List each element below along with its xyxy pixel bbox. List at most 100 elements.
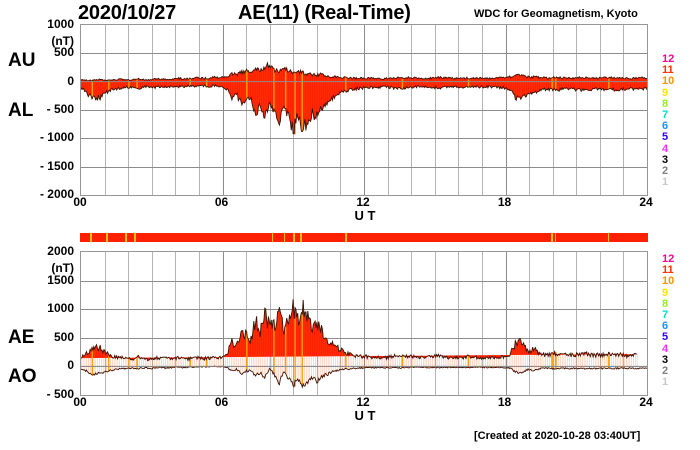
trace-sample-stripe: [362, 358, 364, 369]
trace-sample-stripe: [243, 70, 245, 102]
trace-sample-stripe: [251, 72, 252, 98]
coverage-bar-gap: [300, 233, 302, 242]
trace-sample-stripe: [549, 77, 550, 91]
trace-sample-stripe: [474, 357, 475, 367]
trace-sample-stripe: [521, 344, 523, 374]
trace-sample-stripe: [353, 77, 354, 90]
trace-sample-stripe: [170, 359, 172, 368]
trace-sample-stripe: [461, 78, 462, 87]
trace-sample-stripe: [446, 77, 448, 88]
trace-sample-stripe: [282, 317, 283, 377]
trace-sample-stripe: [322, 329, 323, 378]
y-tick-label: 0: [67, 358, 74, 373]
x-tick-label: 24: [639, 195, 653, 209]
trace-sample-stripe: [251, 335, 252, 372]
trace-sample-stripe: [404, 356, 406, 368]
gridline-vertical: [435, 252, 436, 395]
trace-sample-stripe: [351, 354, 353, 369]
trace-sample-stripe: [141, 357, 142, 368]
data-coverage-bar: [80, 233, 648, 242]
gridline-vertical: [317, 252, 318, 395]
trace-sample-stripe: [627, 78, 629, 90]
trace-sample-stripe: [81, 358, 82, 369]
trace-sample-stripe: [82, 79, 84, 90]
trace-sample-stripe: [408, 356, 409, 368]
trace-sample-stripe: [547, 78, 548, 90]
trace-sample-stripe: [611, 76, 612, 89]
trace-sample-stripe: [139, 357, 140, 369]
trace-sample-stripe: [421, 78, 422, 87]
trace-sample-stripe: [626, 354, 627, 369]
trace-sample-stripe: [626, 77, 627, 90]
trace-sample-stripe: [598, 355, 599, 369]
trace-sample-stripe: [349, 352, 351, 370]
trace-sample-stripe: [459, 78, 461, 88]
trace-sample-stripe: [406, 354, 407, 367]
trace-sample-stripe: [629, 79, 631, 89]
trace-sample-stripe: [112, 80, 113, 89]
trace-sample-stripe: [342, 349, 343, 369]
trace-sample-stripe: [344, 352, 345, 370]
trace-sample-stripe: [143, 79, 144, 88]
trace-sample-stripe: [373, 356, 375, 368]
trace-sample-stripe: [113, 358, 115, 371]
legend-item-6: 6: [662, 320, 669, 333]
trace-sample-stripe: [390, 77, 391, 89]
trace-sample-stripe: [395, 78, 396, 88]
trace-sample-stripe: [331, 344, 332, 373]
trace-sample-stripe: [305, 311, 307, 384]
trace-sample-stripe: [300, 70, 301, 125]
trace-sample-stripe: [615, 78, 616, 91]
trace-sample-stripe: [538, 76, 539, 92]
trace-sample-stripe: [488, 358, 490, 368]
trace-sample-stripe: [134, 359, 135, 369]
trace-sample-stripe: [115, 80, 117, 89]
bottom-panel-legend: 12 11 10 9 8 7 6 5 4 3 2 1: [662, 253, 684, 388]
trace-sample-stripe: [455, 358, 457, 368]
trace-sample-stripe: [516, 74, 517, 101]
coverage-bar-gap: [271, 233, 274, 242]
trace-sample-stripe: [415, 356, 417, 367]
trace-sample-stripe: [492, 356, 493, 368]
trace-sample-stripe: [589, 78, 590, 91]
trace-reduced-station-marker: [551, 78, 553, 89]
trace-sample-stripe: [567, 354, 568, 369]
trace-sample-stripe: [99, 348, 100, 373]
trace-sample-stripe: [338, 351, 340, 371]
trace-sample-stripe: [121, 358, 122, 369]
trace-sample-stripe: [620, 352, 621, 368]
trace-sample-stripe: [454, 358, 455, 368]
trace-sample-stripe: [540, 353, 541, 370]
trace-sample-stripe: [220, 356, 221, 367]
trace-sample-stripe: [463, 78, 464, 89]
trace-sample-stripe: [375, 78, 376, 88]
trace-sample-stripe: [231, 73, 232, 97]
trace-sample-stripe: [646, 78, 647, 88]
trace-sample-stripe: [209, 78, 210, 88]
trace-sample-stripe: [172, 359, 173, 368]
trace-sample-stripe: [479, 77, 481, 89]
trace-sample-stripe: [554, 77, 556, 89]
trace-sample-stripe: [260, 71, 261, 106]
trace-sample-stripe: [514, 349, 515, 371]
bottom-panel-y-unit: (nT): [51, 261, 74, 275]
trace-sample-stripe: [214, 357, 215, 366]
trace-sample-stripe: [271, 319, 272, 371]
trace-sample-stripe: [616, 77, 618, 91]
trace-sample-stripe: [252, 71, 254, 108]
trace-sample-stripe: [126, 358, 128, 369]
trace-sample-stripe: [124, 80, 126, 88]
trace-reduced-station-marker: [128, 79, 130, 89]
y-tick-label: 1000: [47, 301, 74, 316]
coverage-bar-gap: [607, 233, 610, 242]
series-label-ao: AO: [8, 366, 37, 387]
trace-sample-stripe: [104, 350, 106, 372]
top-panel-x-label: U T: [354, 208, 376, 223]
trace-sample-stripe: [287, 321, 289, 379]
trace-sample-stripe: [357, 78, 358, 88]
trace-sample-stripe: [587, 356, 589, 369]
trace-sample-stripe: [145, 359, 146, 368]
trace-sample-stripe: [439, 357, 440, 368]
trace-sample-stripe: [459, 356, 461, 368]
trace-sample-stripe: [284, 68, 285, 107]
